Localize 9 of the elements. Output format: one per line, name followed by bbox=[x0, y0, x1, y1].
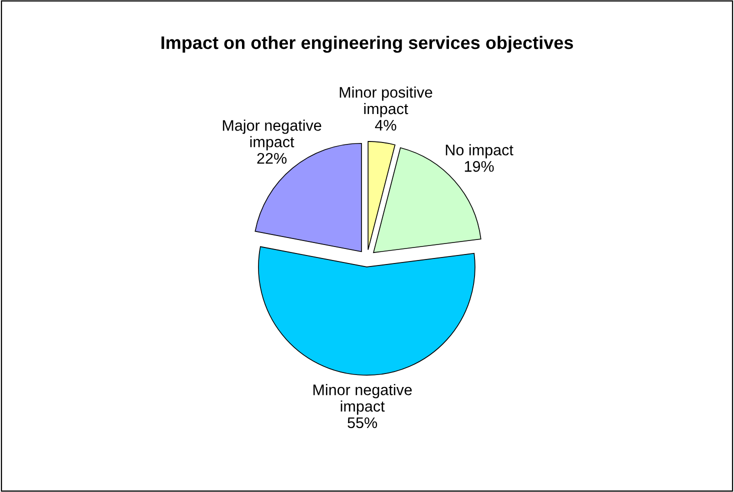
data-label: 4% bbox=[375, 120, 396, 131]
data-label: 55% bbox=[348, 417, 378, 428]
data-label: 22% bbox=[257, 152, 287, 164]
slice-label: Major negative impact bbox=[222, 120, 322, 150]
slice-label: Minor negative impact bbox=[313, 384, 412, 415]
slice-label: Minor positive impact bbox=[340, 86, 432, 118]
data-label: 19% bbox=[464, 161, 494, 172]
slice-label: No impact bbox=[446, 144, 514, 158]
chart-title: Impact on other engineering services objectives bbox=[162, 36, 573, 53]
